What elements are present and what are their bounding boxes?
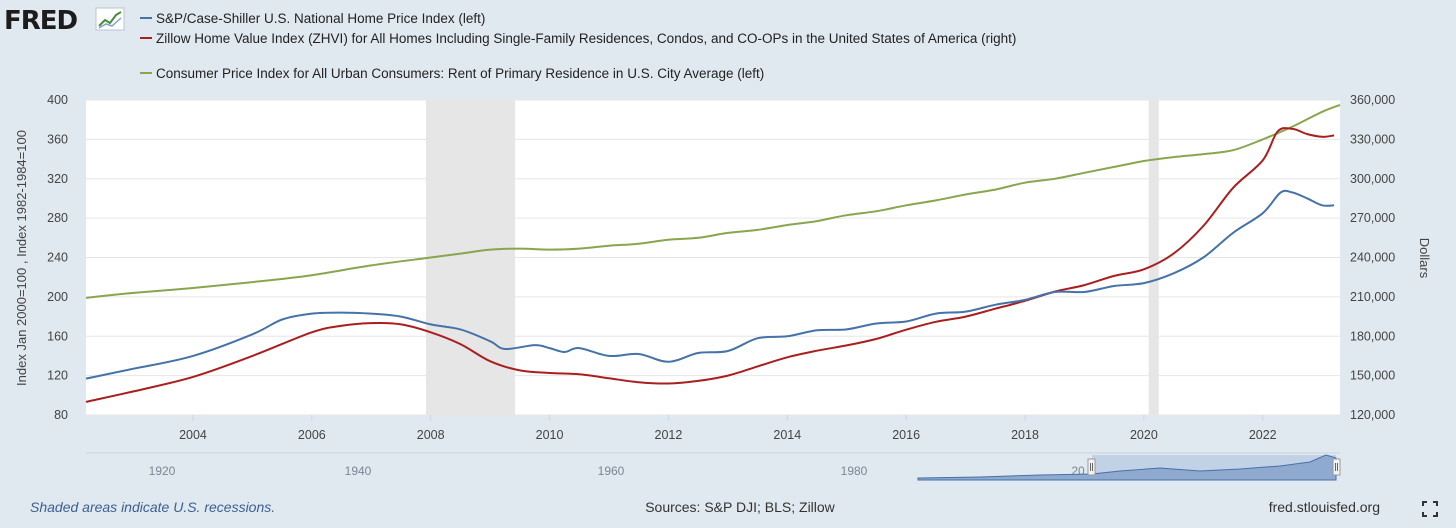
y-axis-left-ticks: 80 120 160 200 240 280 320 360 400 <box>47 93 68 422</box>
series-line-1[interactable] <box>85 127 1335 403</box>
y-right-tick-label: 270,000 <box>1350 211 1395 225</box>
x-tick-label: 2020 <box>1130 428 1158 442</box>
legend-label: Consumer Price Index for All Urban Consu… <box>156 66 764 81</box>
y-right-tick-label: 150,000 <box>1350 369 1395 383</box>
y-right-tick-label: 210,000 <box>1350 290 1395 304</box>
x-tick-label: 2012 <box>655 428 683 442</box>
y-left-tick-label: 240 <box>47 251 68 265</box>
x-tick-label: 2014 <box>773 428 801 442</box>
y-axis-right-ticks: 120,000 150,000 180,000 210,000 240,000 270,0… <box>1350 93 1395 422</box>
x-tick-label: 2016 <box>892 428 920 442</box>
x-tick-label: 2006 <box>298 428 326 442</box>
fred-logo[interactable]: FRED <box>4 6 125 36</box>
navigator-tick-label: 1920 <box>149 464 176 478</box>
legend: S&P/Case-Shiller U.S. National Home Pric… <box>140 11 1016 81</box>
navigator-tick-label: 1960 <box>598 464 625 478</box>
legend-label: S&P/Case-Shiller U.S. National Home Pric… <box>156 11 485 26</box>
navigator-handle-left[interactable] <box>1087 458 1096 476</box>
recession-note: Shaded areas indicate U.S. recessions. <box>30 499 275 515</box>
x-tick-label: 2010 <box>536 428 564 442</box>
y-left-tick-label: 360 <box>47 132 68 146</box>
y-axis-right-title: Dollars <box>1417 238 1432 279</box>
series-line-2[interactable] <box>85 103 1341 299</box>
y-left-tick-label: 320 <box>47 172 68 186</box>
x-axis-ticks: 2004 2006 2008 2010 2012 2014 2016 2018 2020 2022 <box>179 415 1277 442</box>
site-link[interactable]: fred.stlouisfed.org <box>1269 499 1380 515</box>
y-left-tick-label: 200 <box>47 290 68 304</box>
y-right-tick-label: 300,000 <box>1350 172 1395 186</box>
sources-text: Sources: S&P DJI; BLS; Zillow <box>645 499 835 515</box>
y-right-tick-label: 360,000 <box>1350 93 1395 107</box>
y-left-tick-label: 160 <box>47 329 68 343</box>
legend-label: Zillow Home Value Index (ZHVI) for All H… <box>156 31 1016 46</box>
y-left-tick-label: 400 <box>47 93 68 107</box>
x-tick-label: 2018 <box>1011 428 1039 442</box>
x-tick-label: 2008 <box>417 428 445 442</box>
chart-line-icon <box>95 7 125 31</box>
y-left-tick-label: 80 <box>54 408 68 422</box>
navigator-tick-label: 1940 <box>345 464 372 478</box>
legend-item[interactable]: Zillow Home Value Index (ZHVI) for All H… <box>140 31 1016 46</box>
x-tick-label: 2004 <box>179 428 207 442</box>
y-right-tick-label: 330,000 <box>1350 132 1395 146</box>
legend-item[interactable]: S&P/Case-Shiller U.S. National Home Pric… <box>140 11 485 26</box>
y-right-tick-label: 180,000 <box>1350 329 1395 343</box>
series-lines <box>85 103 1341 403</box>
x-tick-label: 2022 <box>1249 428 1277 442</box>
legend-item[interactable]: Consumer Price Index for All Urban Consu… <box>140 66 764 81</box>
fullscreen-icon[interactable] <box>1422 501 1438 517</box>
gridlines <box>86 99 1340 416</box>
logo-text: FRED <box>4 6 78 36</box>
y-left-tick-label: 120 <box>47 369 68 383</box>
series-line-0[interactable] <box>85 189 1335 380</box>
y-axis-left-title: Index Jan 2000=100 , Index 1982-1984=100 <box>14 130 29 386</box>
navigator-handle-right[interactable] <box>1332 458 1341 476</box>
y-left-tick-label: 280 <box>47 211 68 225</box>
y-right-tick-label: 240,000 <box>1350 251 1395 265</box>
navigator-tick-label: 1980 <box>841 464 868 478</box>
range-navigator[interactable]: 1920194019601980202020 <box>86 452 1341 481</box>
y-right-tick-label: 120,000 <box>1350 408 1395 422</box>
